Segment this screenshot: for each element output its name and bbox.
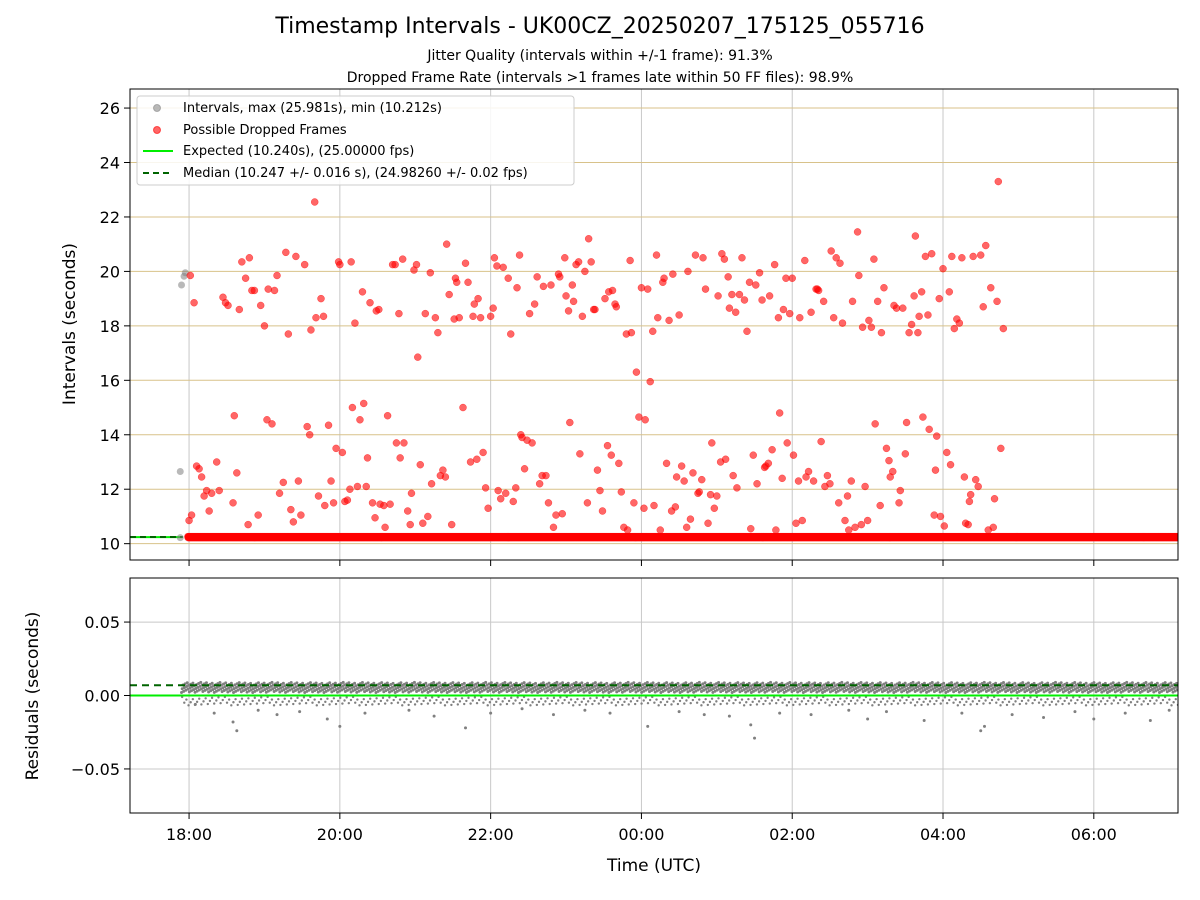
chart-title: Timestamp Intervals - UK00CZ_20250207_17… [275,14,925,39]
intervals-points [176,269,189,542]
jitter-quality-subtitle: Jitter Quality (intervals within +/-1 fr… [427,48,773,64]
interval-point [176,534,184,542]
dropped-frame-rate-subtitle: Dropped Frame Rate (intervals >1 frames … [346,70,854,86]
interval-point [176,468,184,476]
dropped-frame-points [184,177,1178,542]
interval-point [178,281,186,289]
